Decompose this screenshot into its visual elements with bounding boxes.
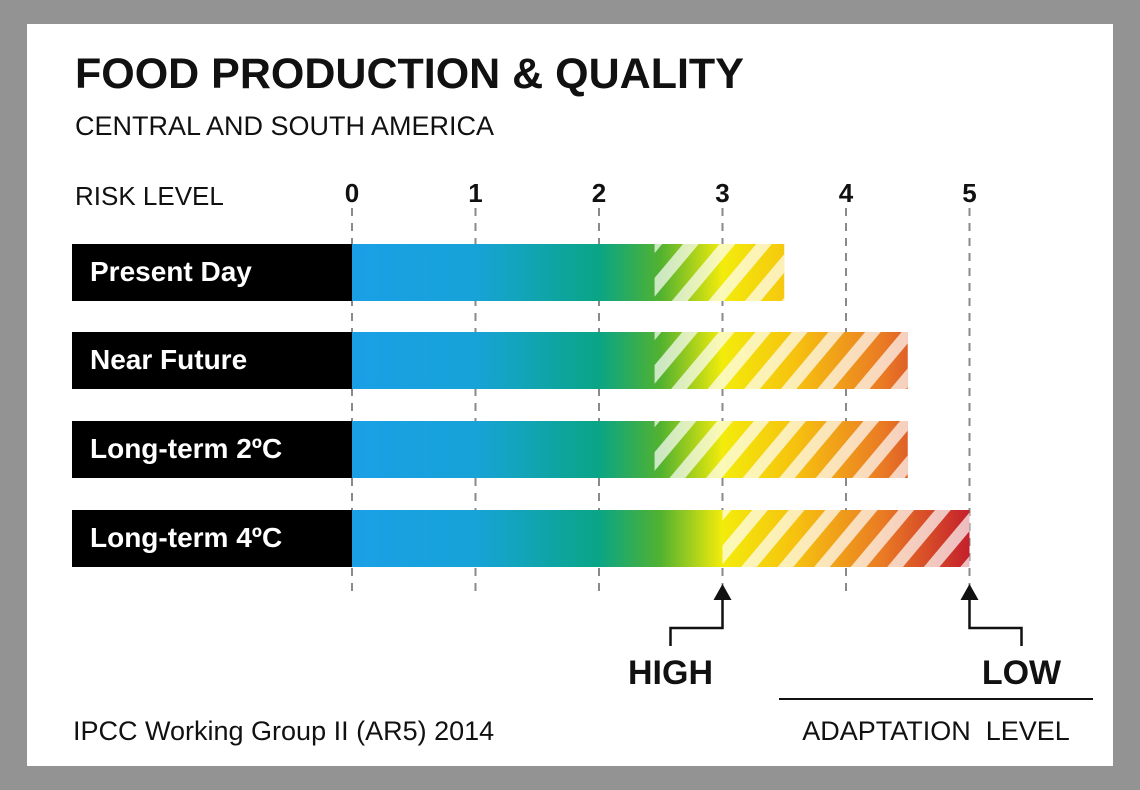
marker-arrow xyxy=(713,584,732,600)
bar-row: Long-term 2ºC xyxy=(72,421,908,478)
bars: Present Day Near Future Long-term 2ºC Long-… xyxy=(72,244,970,567)
bar-striped-segment xyxy=(654,332,908,389)
bar-label-bg xyxy=(72,421,352,478)
chart-subtitle: CENTRAL AND SOUTH AMERICA xyxy=(75,111,494,141)
tick-label: 2 xyxy=(592,178,606,208)
axis-label: RISK LEVEL xyxy=(75,181,224,211)
tick-label: 1 xyxy=(468,178,482,208)
bar-label-bg xyxy=(72,510,352,567)
bar-label-bg xyxy=(72,332,352,389)
marker-arrow xyxy=(960,584,979,600)
risk-chart: FOOD PRODUCTION & QUALITY CENTRAL AND SO… xyxy=(72,50,1093,746)
low-adaptation-marker: LOW xyxy=(960,584,1062,692)
bar-label-bg xyxy=(72,244,352,301)
bar-row: Near Future xyxy=(72,332,908,389)
tick-label: 0 xyxy=(345,178,359,208)
high-adaptation-marker: HIGH xyxy=(628,584,732,692)
marker-line xyxy=(968,598,1023,646)
tick-label: 4 xyxy=(839,178,854,208)
source-text: IPCC Working Group II (AR5) 2014 xyxy=(73,716,494,746)
infographic-card: FOOD PRODUCTION & QUALITY CENTRAL AND SO… xyxy=(27,24,1113,766)
bar-label: Long-term 4ºC xyxy=(90,522,282,553)
bar-label: Long-term 2ºC xyxy=(90,433,282,464)
tick-labels: 0 1 2 3 4 5 xyxy=(345,178,977,208)
bar-striped-segment xyxy=(722,510,970,567)
tick-label: 3 xyxy=(715,178,729,208)
bar-striped-segment xyxy=(654,244,785,301)
adaptation-markers: HIGH LOW xyxy=(628,584,1062,692)
chart-title: FOOD PRODUCTION & QUALITY xyxy=(75,50,744,98)
marker-line xyxy=(669,598,724,646)
adaptation-level-label: ADAPTATION LEVEL xyxy=(802,716,1070,746)
marker-label: HIGH xyxy=(628,654,713,692)
bar-row: Present Day xyxy=(72,244,785,301)
bar-striped-segment xyxy=(654,421,908,478)
marker-label: LOW xyxy=(982,654,1062,692)
bar-label: Present Day xyxy=(90,256,252,287)
tick-label: 5 xyxy=(962,178,976,208)
bar-row: Long-term 4ºC xyxy=(72,510,970,567)
bar-label: Near Future xyxy=(90,344,247,375)
